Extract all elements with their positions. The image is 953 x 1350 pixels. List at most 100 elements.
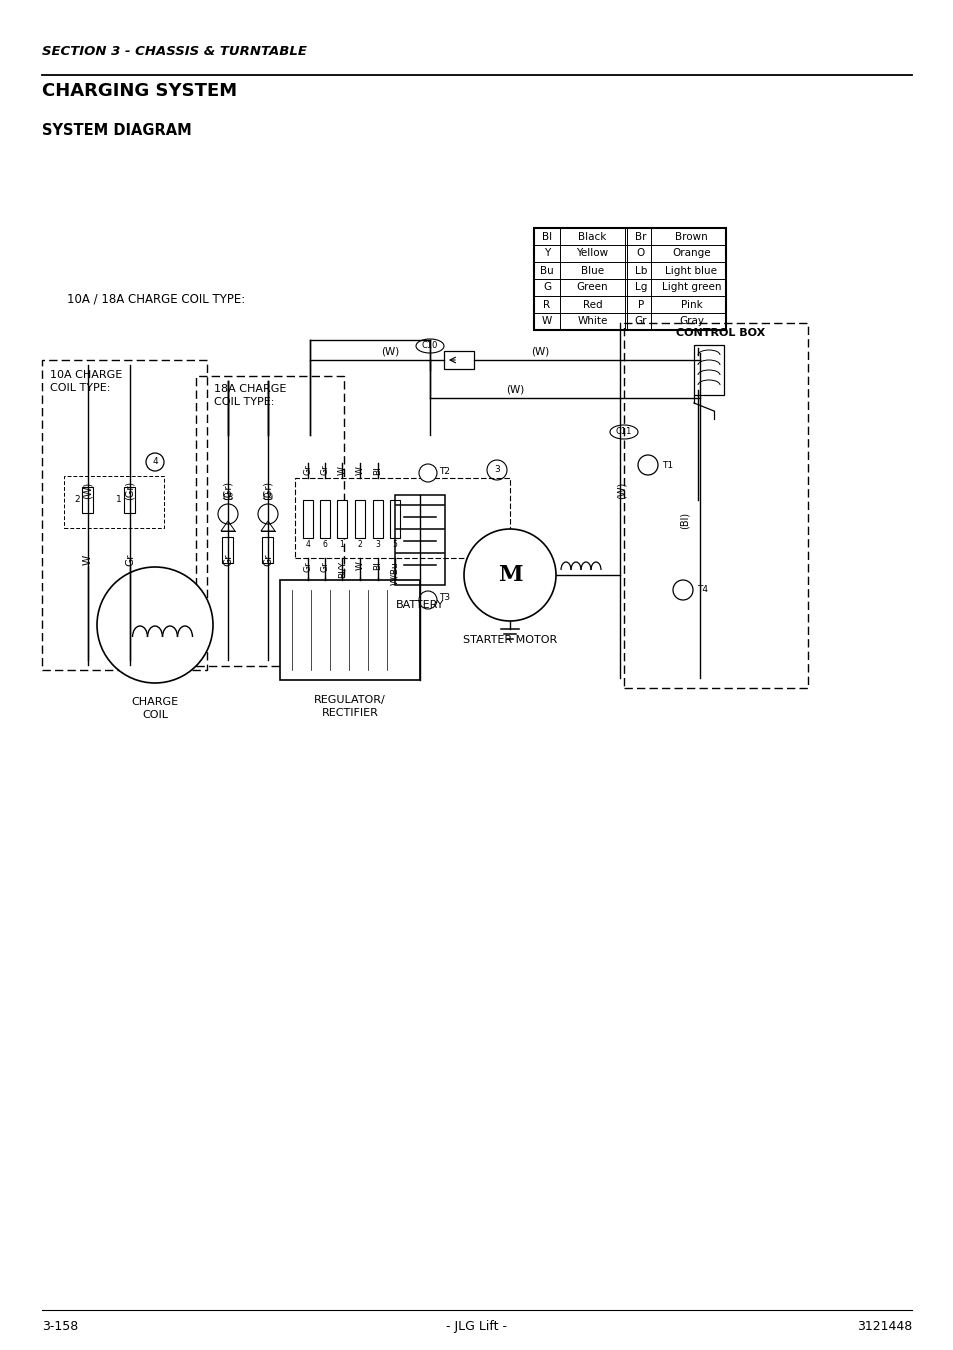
Text: Bl/Y: Bl/Y: [337, 562, 346, 578]
Text: Green: Green: [576, 282, 608, 293]
Text: CHARGING SYSTEM: CHARGING SYSTEM: [42, 82, 237, 100]
Text: (W): (W): [530, 347, 549, 356]
Text: Blue: Blue: [580, 266, 603, 275]
Bar: [82, 487, 93, 513]
Bar: [280, 580, 419, 680]
Text: Gr: Gr: [303, 562, 313, 572]
Text: - JLG Lift -: - JLG Lift -: [446, 1320, 507, 1332]
Text: C10: C10: [421, 342, 437, 351]
Circle shape: [146, 454, 164, 471]
Text: G: G: [542, 282, 551, 293]
Text: Light green: Light green: [661, 282, 720, 293]
Text: W: W: [337, 466, 346, 475]
Text: Gr: Gr: [125, 554, 135, 566]
Text: 3: 3: [375, 540, 380, 549]
Text: 6: 6: [322, 540, 327, 549]
Bar: [373, 500, 382, 539]
Text: (Bl): (Bl): [679, 512, 689, 529]
Text: Bu: Bu: [539, 266, 554, 275]
Text: Orange: Orange: [672, 248, 710, 258]
Text: T3: T3: [438, 594, 450, 602]
Bar: [336, 500, 347, 539]
Circle shape: [672, 580, 692, 599]
Text: W: W: [355, 562, 364, 570]
Bar: [125, 487, 135, 513]
Bar: [262, 537, 274, 563]
Text: SECTION 3 - CHASSIS & TURNTABLE: SECTION 3 - CHASSIS & TURNTABLE: [42, 45, 307, 58]
Text: Pink: Pink: [679, 300, 701, 309]
Text: Lg: Lg: [634, 282, 646, 293]
Text: Bl: Bl: [374, 562, 382, 570]
Text: Lb: Lb: [634, 266, 646, 275]
Bar: [534, 228, 725, 329]
Text: Gr: Gr: [634, 316, 646, 327]
Text: Red: Red: [582, 300, 601, 309]
Text: 3121448: 3121448: [856, 1320, 911, 1332]
Text: 2: 2: [357, 540, 362, 549]
Bar: [355, 500, 365, 539]
Text: O: O: [637, 248, 644, 258]
Text: Gr: Gr: [223, 554, 233, 566]
Text: 2: 2: [73, 495, 79, 505]
Text: 5: 5: [392, 540, 397, 549]
Bar: [222, 537, 233, 563]
Text: Bl: Bl: [541, 231, 552, 242]
Text: Y: Y: [543, 248, 550, 258]
Text: White: White: [577, 316, 607, 327]
Text: Brown: Brown: [675, 231, 707, 242]
Text: BATTERY: BATTERY: [395, 599, 444, 610]
Text: Gr: Gr: [263, 554, 273, 566]
Text: Gray: Gray: [679, 316, 703, 327]
Text: CHARGE
COIL: CHARGE COIL: [132, 697, 178, 720]
Text: 3: 3: [494, 466, 499, 474]
Circle shape: [418, 464, 436, 482]
Circle shape: [486, 460, 506, 481]
Text: P: P: [638, 300, 643, 309]
Text: W/Bu: W/Bu: [390, 562, 399, 585]
Text: W: W: [541, 316, 552, 327]
Bar: [390, 500, 399, 539]
Text: (Gr): (Gr): [223, 481, 233, 500]
Circle shape: [97, 567, 213, 683]
Text: 4: 4: [305, 540, 310, 549]
Text: (W): (W): [83, 482, 92, 498]
Text: (W): (W): [380, 347, 398, 356]
Text: W: W: [83, 555, 92, 566]
Text: (W): (W): [505, 385, 523, 396]
Bar: [294, 478, 510, 558]
Circle shape: [257, 504, 277, 524]
Text: C8: C8: [222, 493, 233, 502]
Text: (Gr): (Gr): [263, 481, 273, 500]
Text: STARTER MOTOR: STARTER MOTOR: [462, 634, 557, 645]
Bar: [319, 500, 330, 539]
Text: T2: T2: [438, 467, 450, 475]
Bar: [395, 495, 444, 585]
Circle shape: [638, 455, 658, 475]
Text: W: W: [355, 466, 364, 475]
Text: 10A / 18A CHARGE COIL TYPE:: 10A / 18A CHARGE COIL TYPE:: [67, 292, 245, 305]
Text: M: M: [497, 564, 521, 586]
Text: Gr: Gr: [303, 464, 313, 475]
Text: Gr: Gr: [320, 464, 329, 475]
Text: Black: Black: [578, 231, 606, 242]
Bar: [623, 323, 807, 688]
Text: 1: 1: [339, 540, 344, 549]
Bar: [443, 351, 474, 369]
Text: Light blue: Light blue: [665, 266, 717, 275]
Bar: [42, 360, 207, 670]
Circle shape: [463, 529, 556, 621]
Text: T4: T4: [697, 586, 707, 594]
Text: REGULATOR/
RECTIFIER: REGULATOR/ RECTIFIER: [314, 695, 385, 718]
Text: C11: C11: [616, 428, 632, 436]
Bar: [693, 346, 723, 396]
Text: T1: T1: [661, 460, 673, 470]
Circle shape: [418, 591, 436, 609]
Text: 4: 4: [152, 458, 157, 467]
Text: 3-158: 3-158: [42, 1320, 78, 1332]
Bar: [195, 377, 344, 666]
Text: CONTROL BOX: CONTROL BOX: [676, 328, 765, 338]
Text: 18A CHARGE
COIL TYPE:: 18A CHARGE COIL TYPE:: [213, 383, 286, 408]
Text: Yellow: Yellow: [576, 248, 608, 258]
Bar: [303, 500, 313, 539]
Text: R: R: [543, 300, 550, 309]
